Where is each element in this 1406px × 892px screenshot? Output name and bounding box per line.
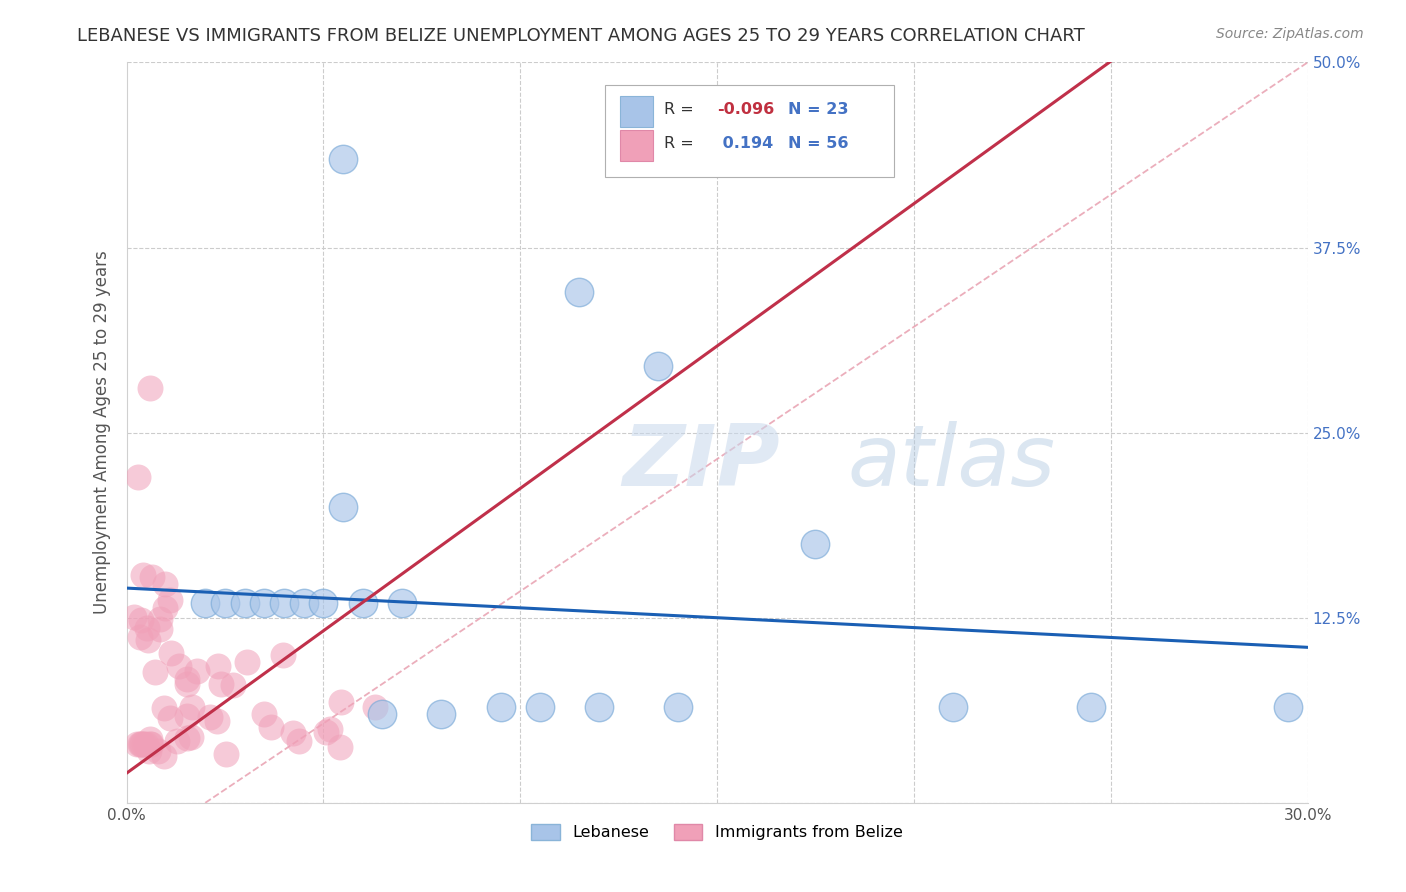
Point xyxy=(364,700,387,714)
Point xyxy=(155,576,177,591)
Point xyxy=(253,707,276,722)
Point xyxy=(804,536,827,550)
Legend: Lebanese, Immigrants from Belize: Lebanese, Immigrants from Belize xyxy=(524,817,910,847)
Point xyxy=(271,648,294,663)
Text: -0.096: -0.096 xyxy=(717,102,775,117)
Point xyxy=(647,359,669,373)
Point xyxy=(315,725,337,739)
Text: atlas: atlas xyxy=(846,421,1054,504)
Text: 0.194: 0.194 xyxy=(717,136,773,151)
Text: Source: ZipAtlas.com: Source: ZipAtlas.com xyxy=(1216,27,1364,41)
Point xyxy=(529,699,551,714)
Point xyxy=(135,621,157,635)
Point xyxy=(153,701,176,715)
Point xyxy=(233,596,256,610)
Point xyxy=(155,601,177,615)
Y-axis label: Unemployment Among Ages 25 to 29 years: Unemployment Among Ages 25 to 29 years xyxy=(93,251,111,615)
Point xyxy=(139,737,162,751)
Point xyxy=(430,706,453,721)
Point xyxy=(122,610,145,624)
Text: R =: R = xyxy=(664,102,693,117)
Point xyxy=(214,596,236,610)
Point xyxy=(138,744,160,758)
Point xyxy=(194,596,217,610)
Point xyxy=(131,737,153,751)
Point xyxy=(125,737,148,751)
Point xyxy=(180,699,202,714)
Bar xyxy=(620,95,654,127)
FancyBboxPatch shape xyxy=(605,85,894,178)
Point xyxy=(141,570,163,584)
Point xyxy=(273,596,295,610)
Point xyxy=(138,381,160,395)
Point xyxy=(129,630,152,644)
Bar xyxy=(620,130,654,161)
Point xyxy=(205,714,228,729)
Point xyxy=(371,706,394,721)
Point xyxy=(149,611,172,625)
Point xyxy=(136,632,159,647)
Text: ZIP: ZIP xyxy=(623,421,780,504)
Text: N = 23: N = 23 xyxy=(787,102,848,117)
Text: R =: R = xyxy=(664,136,693,151)
Point xyxy=(391,596,413,610)
Point xyxy=(146,744,169,758)
Point xyxy=(176,709,198,723)
Point xyxy=(1080,699,1102,714)
Point xyxy=(312,596,335,610)
Point xyxy=(166,734,188,748)
Point xyxy=(588,699,610,714)
Point xyxy=(330,695,353,709)
Point xyxy=(200,710,222,724)
Point xyxy=(352,596,374,610)
Point xyxy=(260,720,283,734)
Point xyxy=(215,747,238,761)
Text: LEBANESE VS IMMIGRANTS FROM BELIZE UNEMPLOYMENT AMONG AGES 25 TO 29 YEARS CORREL: LEBANESE VS IMMIGRANTS FROM BELIZE UNEMP… xyxy=(77,27,1085,45)
Point xyxy=(132,737,155,751)
Point xyxy=(139,731,162,746)
Point xyxy=(143,665,166,679)
Point xyxy=(292,596,315,610)
Point xyxy=(942,699,965,714)
Point xyxy=(132,567,155,582)
Point xyxy=(489,699,512,714)
Point xyxy=(236,656,259,670)
Point xyxy=(186,664,208,678)
Point xyxy=(1277,699,1299,714)
Point xyxy=(568,285,591,299)
Point xyxy=(176,677,198,691)
Point xyxy=(666,699,689,714)
Point xyxy=(207,659,229,673)
Point xyxy=(139,737,162,751)
Point xyxy=(332,152,354,166)
Point xyxy=(149,622,172,636)
Point xyxy=(159,593,181,607)
Point xyxy=(222,678,245,692)
Point xyxy=(287,733,309,747)
Point xyxy=(176,672,198,686)
Point xyxy=(209,677,232,691)
Point xyxy=(160,646,183,660)
Point xyxy=(127,470,149,484)
Point xyxy=(281,726,304,740)
Point xyxy=(129,737,152,751)
Point xyxy=(153,749,176,764)
Point xyxy=(319,722,342,736)
Point xyxy=(167,658,190,673)
Point xyxy=(135,737,157,751)
Point xyxy=(176,731,198,745)
Point xyxy=(332,500,354,514)
Text: N = 56: N = 56 xyxy=(787,136,848,151)
Point xyxy=(329,740,352,755)
Point xyxy=(253,596,276,610)
Point xyxy=(159,711,181,725)
Point xyxy=(129,737,152,751)
Point xyxy=(180,730,202,744)
Point xyxy=(129,613,152,627)
